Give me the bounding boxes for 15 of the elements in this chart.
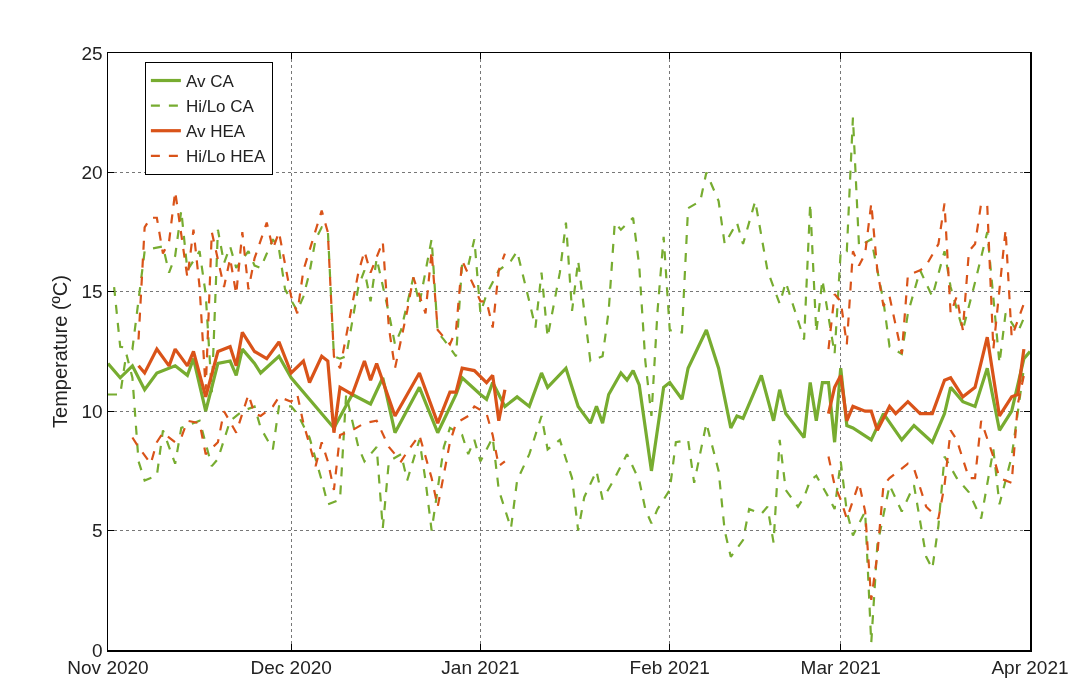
legend-label: Hi/Lo CA [185, 97, 255, 117]
x-tick-label: Feb 2021 [629, 657, 710, 679]
x-tick-label: Mar 2021 [800, 657, 881, 679]
y-tick-label: 10 [81, 400, 103, 422]
legend-label: Av CA [185, 72, 235, 92]
y-tick-label: 25 [81, 42, 103, 64]
x-tick-label: Jan 2021 [441, 657, 520, 679]
x-tick-label: Dec 2020 [250, 657, 332, 679]
y-axis-title: Temperature (ºC) [49, 275, 72, 428]
y-tick-label: 15 [81, 281, 103, 303]
legend-label: Av HEA [185, 122, 246, 142]
x-tick-label: Apr 2021 [991, 657, 1069, 679]
legend-label: Hi/Lo HEA [185, 147, 266, 167]
y-tick-label: 20 [81, 162, 103, 184]
y-tick-label: 5 [92, 520, 103, 542]
